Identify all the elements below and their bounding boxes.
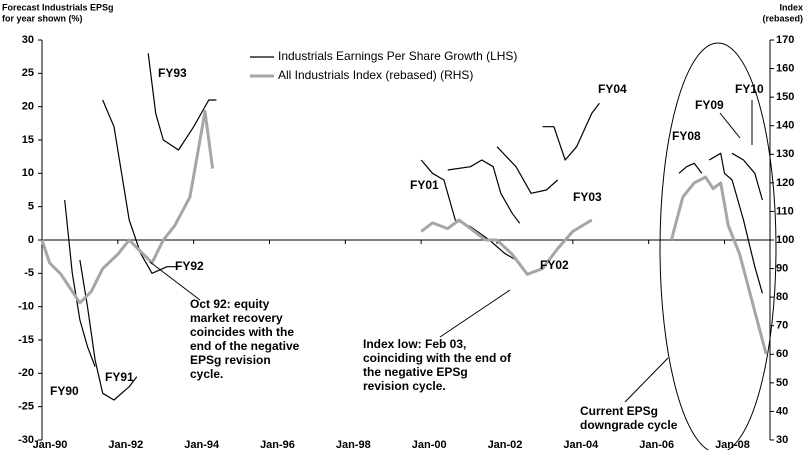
annotation: Index low: Feb 03, xyxy=(363,337,466,351)
y-tick-label: 5 xyxy=(28,201,34,213)
y2-tick-label: 140 xyxy=(776,120,794,132)
annotation: FY01 xyxy=(410,178,439,192)
y2-tick-label: 40 xyxy=(776,405,788,417)
legend-label: Industrials Earnings Per Share Growth (L… xyxy=(278,49,517,63)
y-tick-label: 15 xyxy=(22,134,34,146)
x-tick-label: Jan-04 xyxy=(563,439,599,450)
y2-tick-label: 110 xyxy=(776,205,794,217)
annotation: FY02 xyxy=(540,258,569,272)
annotation: market recovery xyxy=(190,311,283,325)
annotation: EPSg revision xyxy=(190,353,271,367)
y-axis-title: Forecast Industrials EPSg xyxy=(2,2,114,12)
y2-tick-label: 170 xyxy=(776,34,794,46)
x-tick-label: Jan-08 xyxy=(715,439,750,450)
pointer xyxy=(149,261,201,301)
legend-label: All Industrials Index (rebased) (RHS) xyxy=(278,68,473,82)
y2-tick-label: 160 xyxy=(776,62,794,74)
y-axis-title: for year shown (%) xyxy=(2,13,83,23)
y-tick-label: 30 xyxy=(22,34,34,46)
annotation: the negative EPSg xyxy=(363,365,468,379)
x-tick-label: Jan-02 xyxy=(488,439,523,450)
x-tick-label: Jan-90 xyxy=(33,439,68,450)
annotation: FY04 xyxy=(598,82,627,96)
annotation: FY08 xyxy=(672,129,701,143)
y-tick-label: -20 xyxy=(18,367,34,379)
y2-tick-label: 100 xyxy=(776,234,794,246)
y-tick-label: 20 xyxy=(22,101,34,113)
x-tick-label: Jan-96 xyxy=(260,439,295,450)
y-tick-label: 25 xyxy=(22,67,34,79)
x-tick-label: Jan-94 xyxy=(184,439,220,450)
x-tick-label: Jan-98 xyxy=(336,439,371,450)
y2-axis-title: Index xyxy=(779,2,803,12)
annotation: FY92 xyxy=(175,259,204,273)
pointer xyxy=(719,112,741,139)
pointer xyxy=(624,357,669,403)
annotation: coincides with the xyxy=(190,325,294,339)
y-tick-label: -15 xyxy=(18,334,34,346)
highlight-ellipse xyxy=(659,42,777,450)
y2-tick-label: 70 xyxy=(776,320,788,332)
y2-axis-title: (rebased) xyxy=(762,13,803,23)
y2-tick-label: 120 xyxy=(776,177,794,189)
y2-tick-label: 80 xyxy=(776,291,788,303)
x-tick-label: Jan-00 xyxy=(412,439,447,450)
y-tick-label: -25 xyxy=(18,401,34,413)
annotation: revision cycle. xyxy=(363,379,446,393)
annotation: FY03 xyxy=(573,190,602,204)
pointer xyxy=(439,289,511,338)
annotation: Oct 92: equity xyxy=(190,297,270,311)
annotation: downgrade cycle xyxy=(580,418,678,432)
annotation: coinciding with the end of xyxy=(363,351,512,365)
y-tick-label: -30 xyxy=(18,434,34,446)
y-tick-label: 0 xyxy=(28,234,34,246)
y-tick-label: -10 xyxy=(18,301,34,313)
y2-tick-label: 130 xyxy=(776,148,794,160)
y2-tick-label: 150 xyxy=(776,91,794,103)
annotation: FY10 xyxy=(735,82,764,96)
annotation: end of the negative xyxy=(190,339,300,353)
y2-tick-label: 30 xyxy=(776,434,788,446)
annotation: cycle. xyxy=(190,367,223,381)
series-line xyxy=(40,109,768,355)
y-tick-label: 10 xyxy=(22,167,34,179)
y-tick-label: -5 xyxy=(24,267,34,279)
y2-tick-label: 60 xyxy=(776,348,788,360)
annotation: FY91 xyxy=(105,370,134,384)
annotation: FY90 xyxy=(50,384,79,398)
x-tick-label: Jan-06 xyxy=(639,439,674,450)
y2-tick-label: 90 xyxy=(776,262,788,274)
x-tick-label: Jan-92 xyxy=(108,439,143,450)
annotation: FY09 xyxy=(695,98,724,112)
annotation: FY93 xyxy=(158,66,187,80)
y2-tick-label: 50 xyxy=(776,377,788,389)
annotation: Current EPSg xyxy=(580,404,658,418)
